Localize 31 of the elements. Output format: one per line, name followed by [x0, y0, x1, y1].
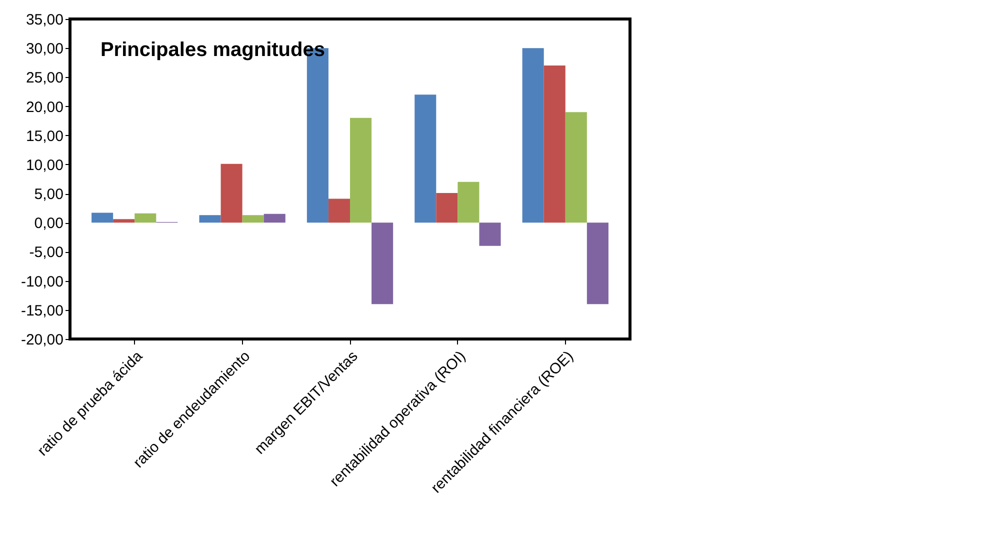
bar [199, 215, 221, 223]
bar [586, 222, 608, 304]
y-tick-label: -5,00 [29, 244, 64, 262]
y-tick-label: 5,00 [34, 186, 64, 204]
bar [372, 222, 394, 304]
y-tick-label: -10,00 [20, 273, 64, 290]
bar [350, 118, 372, 223]
bar [113, 219, 135, 223]
bar [522, 48, 544, 223]
bar [565, 112, 587, 223]
bar [479, 222, 501, 246]
text: Principales magnitudes [100, 39, 325, 61]
y-tick-label: 35,00 [26, 12, 64, 28]
y-tick-label: 0,00 [34, 215, 64, 232]
bar [328, 198, 350, 223]
bar [220, 164, 242, 223]
y-tick-label: 10,00 [26, 156, 64, 174]
bar [458, 182, 480, 223]
y-tick-label: 20,00 [26, 98, 64, 116]
bar [92, 212, 114, 223]
bar [544, 66, 566, 223]
bar [436, 192, 458, 223]
bar [414, 94, 436, 223]
y-tick-label: 15,00 [26, 128, 64, 145]
y-tick-label: -15,00 [20, 302, 64, 320]
bar [264, 214, 286, 223]
bar [242, 215, 264, 223]
y-tick-label: -20,00 [20, 332, 64, 348]
y-tick-label: 30,00 [26, 40, 64, 58]
y-tick-label: 25,00 [26, 70, 64, 87]
bar [134, 213, 156, 223]
